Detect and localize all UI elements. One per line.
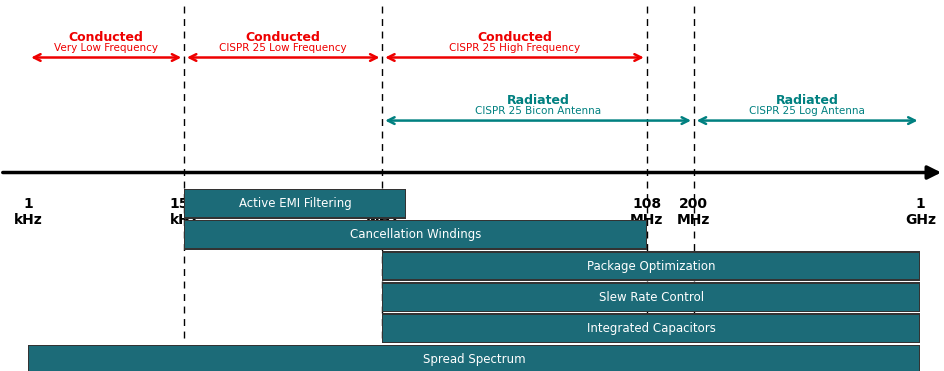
Bar [383,284,919,311]
Bar [382,313,920,343]
Bar [185,221,646,248]
Text: Radiated: Radiated [507,93,569,107]
Text: Conducted: Conducted [245,30,321,44]
Text: Slew Rate Control: Slew Rate Control [598,290,704,304]
Text: Very Low Frequency: Very Low Frequency [54,43,159,53]
Text: 1
GHz: 1 GHz [905,197,936,227]
Text: 1
kHz: 1 kHz [14,197,42,227]
Text: Conducted: Conducted [477,30,552,44]
Bar [28,345,920,371]
Text: 30
MHz: 30 MHz [365,197,399,227]
Bar [382,251,920,281]
Text: CISPR 25 High Frequency: CISPR 25 High Frequency [449,43,580,53]
Text: Package Optimization: Package Optimization [587,259,716,273]
Text: 150
kHz: 150 kHz [170,197,198,227]
Bar [29,346,919,371]
Bar [382,282,920,312]
Text: CISPR 25 Log Antenna: CISPR 25 Log Antenna [750,106,865,116]
Bar [184,189,406,219]
Text: 200
MHz: 200 MHz [677,197,711,227]
Bar [383,315,919,342]
Text: CISPR 25 Bicon Antenna: CISPR 25 Bicon Antenna [475,106,601,116]
Text: CISPR 25 Low Frequency: CISPR 25 Low Frequency [219,43,347,53]
Text: Active EMI Filtering: Active EMI Filtering [239,197,351,210]
Bar [185,190,405,217]
Text: Integrated Capacitors: Integrated Capacitors [587,322,716,335]
Text: Spread Spectrum: Spread Spectrum [423,353,526,366]
Text: Conducted: Conducted [69,30,143,44]
Text: Cancellation Windings: Cancellation Windings [349,228,481,242]
Bar [184,220,647,250]
Text: 108
MHz: 108 MHz [630,197,664,227]
Text: Radiated: Radiated [776,93,838,107]
Bar [383,253,919,279]
